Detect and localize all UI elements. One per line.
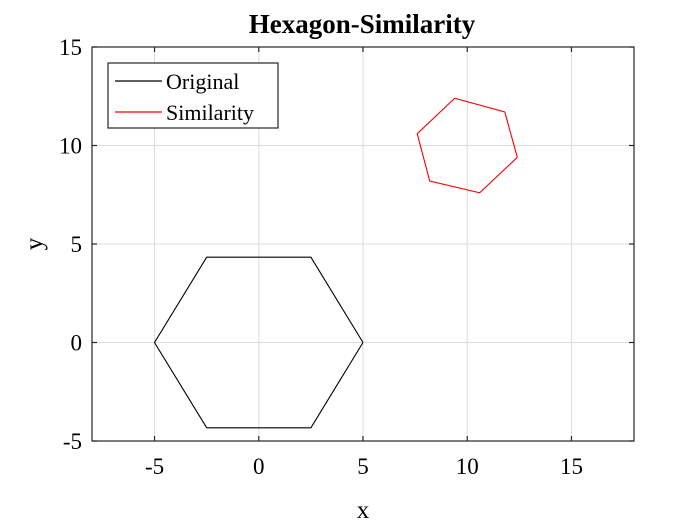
legend-label-original: Original <box>166 69 239 94</box>
y-tick-label: 15 <box>59 35 82 60</box>
series-layer <box>153 97 518 429</box>
y-tick-label: 0 <box>71 331 83 356</box>
ticks: -5 0 5 10 15 -5 0 5 10 15 <box>59 35 634 479</box>
x-tick-label: 0 <box>253 454 265 479</box>
chart-title: Hexagon-Similarity <box>249 9 476 39</box>
legend-box <box>107 62 279 129</box>
legend: Original Similarity <box>107 62 279 129</box>
legend-label-similarity: Similarity <box>166 100 254 125</box>
x-tick-label: -5 <box>145 454 164 479</box>
y-tick-label: 10 <box>59 134 82 159</box>
series-line-original <box>153 256 364 429</box>
x-axis-label: x <box>357 497 370 524</box>
y-tick-label: -5 <box>63 429 82 454</box>
x-tick-label: 5 <box>357 454 369 479</box>
series-line-similarity <box>416 97 518 194</box>
y-axis-label: y <box>21 237 48 250</box>
y-tick-label: 5 <box>71 232 83 257</box>
x-tick-label: 15 <box>560 454 583 479</box>
x-tick-label: 10 <box>456 454 479 479</box>
